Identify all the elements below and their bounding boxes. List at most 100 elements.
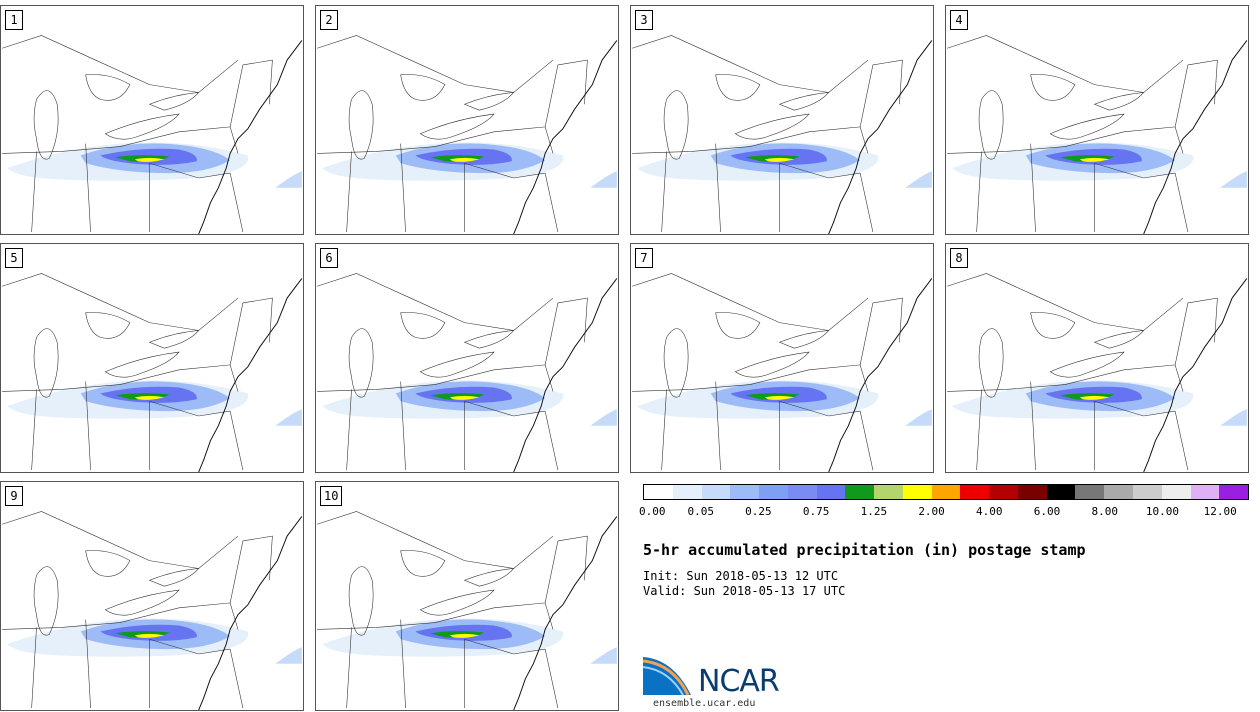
member-number-label: 10 xyxy=(320,486,343,506)
precipitation-area xyxy=(275,647,302,664)
state-border xyxy=(947,35,1184,93)
base-map xyxy=(632,35,933,234)
state-border xyxy=(85,143,91,233)
lake-outline xyxy=(1093,330,1145,349)
base-map xyxy=(317,35,618,234)
state-border xyxy=(544,411,559,471)
state-border xyxy=(715,143,721,233)
logo-url: ensemble.ucar.edu xyxy=(653,698,756,709)
lake-outline xyxy=(85,74,131,101)
lake-outline xyxy=(1030,312,1076,339)
lake-outline xyxy=(715,312,761,339)
member-number-label: 5 xyxy=(5,248,23,268)
state-border xyxy=(317,602,554,630)
state-border xyxy=(1030,143,1036,233)
state-border xyxy=(346,151,352,233)
colorbar-segment xyxy=(845,485,875,499)
lake-outline xyxy=(85,312,131,339)
state-border xyxy=(346,389,352,471)
state-border xyxy=(859,411,874,471)
colorbar-segment xyxy=(644,485,673,499)
lake-outline xyxy=(715,74,761,101)
state-border xyxy=(229,411,244,471)
member-panel-9: 9 xyxy=(0,481,304,711)
member-panel-6: 6 xyxy=(315,243,619,473)
state-border xyxy=(1030,381,1036,471)
colorbar-tick-label: 10.00 xyxy=(1145,505,1179,518)
lake-outline xyxy=(85,550,131,577)
state-border xyxy=(859,64,874,127)
state-border xyxy=(2,273,239,331)
lake-outline xyxy=(1049,113,1125,140)
state-border xyxy=(661,151,667,233)
state-border xyxy=(400,381,406,471)
lake-outline xyxy=(33,328,59,398)
base-map xyxy=(947,273,1248,472)
lake-outline xyxy=(734,351,810,378)
precipitation-colorbar xyxy=(643,484,1249,500)
lake-outline xyxy=(104,351,180,378)
coastline xyxy=(198,40,303,234)
precipitation-area xyxy=(275,171,302,188)
state-border xyxy=(1094,400,1176,417)
lake-outline xyxy=(148,568,200,587)
colorbar-segment xyxy=(1161,485,1191,499)
colorbar-segment xyxy=(730,485,760,499)
state-border xyxy=(2,602,239,630)
state-border xyxy=(2,511,239,569)
state-border xyxy=(859,173,874,233)
member-number-label: 3 xyxy=(635,10,653,30)
coastline xyxy=(198,278,303,472)
colorbar-tick-label: 6.00 xyxy=(1033,505,1061,518)
state-border xyxy=(947,126,1184,154)
lake-outline xyxy=(148,330,200,349)
lake-outline xyxy=(148,92,200,111)
lake-outline xyxy=(400,550,446,577)
lake-outline xyxy=(348,90,374,160)
precipitation-area xyxy=(764,157,795,162)
state-border xyxy=(632,35,869,93)
state-border xyxy=(149,400,231,417)
state-border xyxy=(31,389,37,471)
member-number-label: 8 xyxy=(950,248,968,268)
member-number-label: 6 xyxy=(320,248,338,268)
member-panel-10: 10 xyxy=(315,481,619,711)
precipitation-area xyxy=(590,647,617,664)
coastline xyxy=(513,40,618,234)
state-border xyxy=(149,638,231,655)
member-number-label: 7 xyxy=(635,248,653,268)
state-border xyxy=(632,126,869,154)
coastline xyxy=(828,278,933,472)
colorbar-segment xyxy=(1190,485,1220,499)
lake-outline xyxy=(33,566,59,636)
state-border xyxy=(229,302,244,365)
state-border xyxy=(557,297,588,343)
coastline xyxy=(1143,278,1248,472)
member-panel-7: 7 xyxy=(630,243,934,473)
state-border xyxy=(317,511,554,569)
precipitation-area xyxy=(905,409,932,426)
colorbar-segment xyxy=(1219,485,1249,499)
lake-outline xyxy=(348,328,374,398)
lake-outline xyxy=(1093,92,1145,111)
colorbar-segment xyxy=(701,485,731,499)
state-border xyxy=(229,64,244,127)
colorbar-segment xyxy=(759,485,788,499)
state-border xyxy=(544,302,559,365)
state-border xyxy=(400,619,406,709)
colorbar-tick-label: 12.00 xyxy=(1203,505,1237,518)
state-border xyxy=(242,535,273,581)
colorbar-segment xyxy=(960,485,990,499)
lake-outline xyxy=(463,330,515,349)
lake-outline xyxy=(104,113,180,140)
colorbar-segment xyxy=(787,485,817,499)
precipitation-area xyxy=(1079,157,1110,162)
base-map xyxy=(632,273,933,472)
lake-outline xyxy=(33,90,59,160)
colorbar-segment xyxy=(989,485,1018,499)
colorbar-segment xyxy=(1046,485,1076,499)
state-border xyxy=(2,126,239,154)
state-border xyxy=(31,151,37,233)
state-border xyxy=(544,649,559,709)
ncar-logo-text: NCAR xyxy=(698,664,780,699)
